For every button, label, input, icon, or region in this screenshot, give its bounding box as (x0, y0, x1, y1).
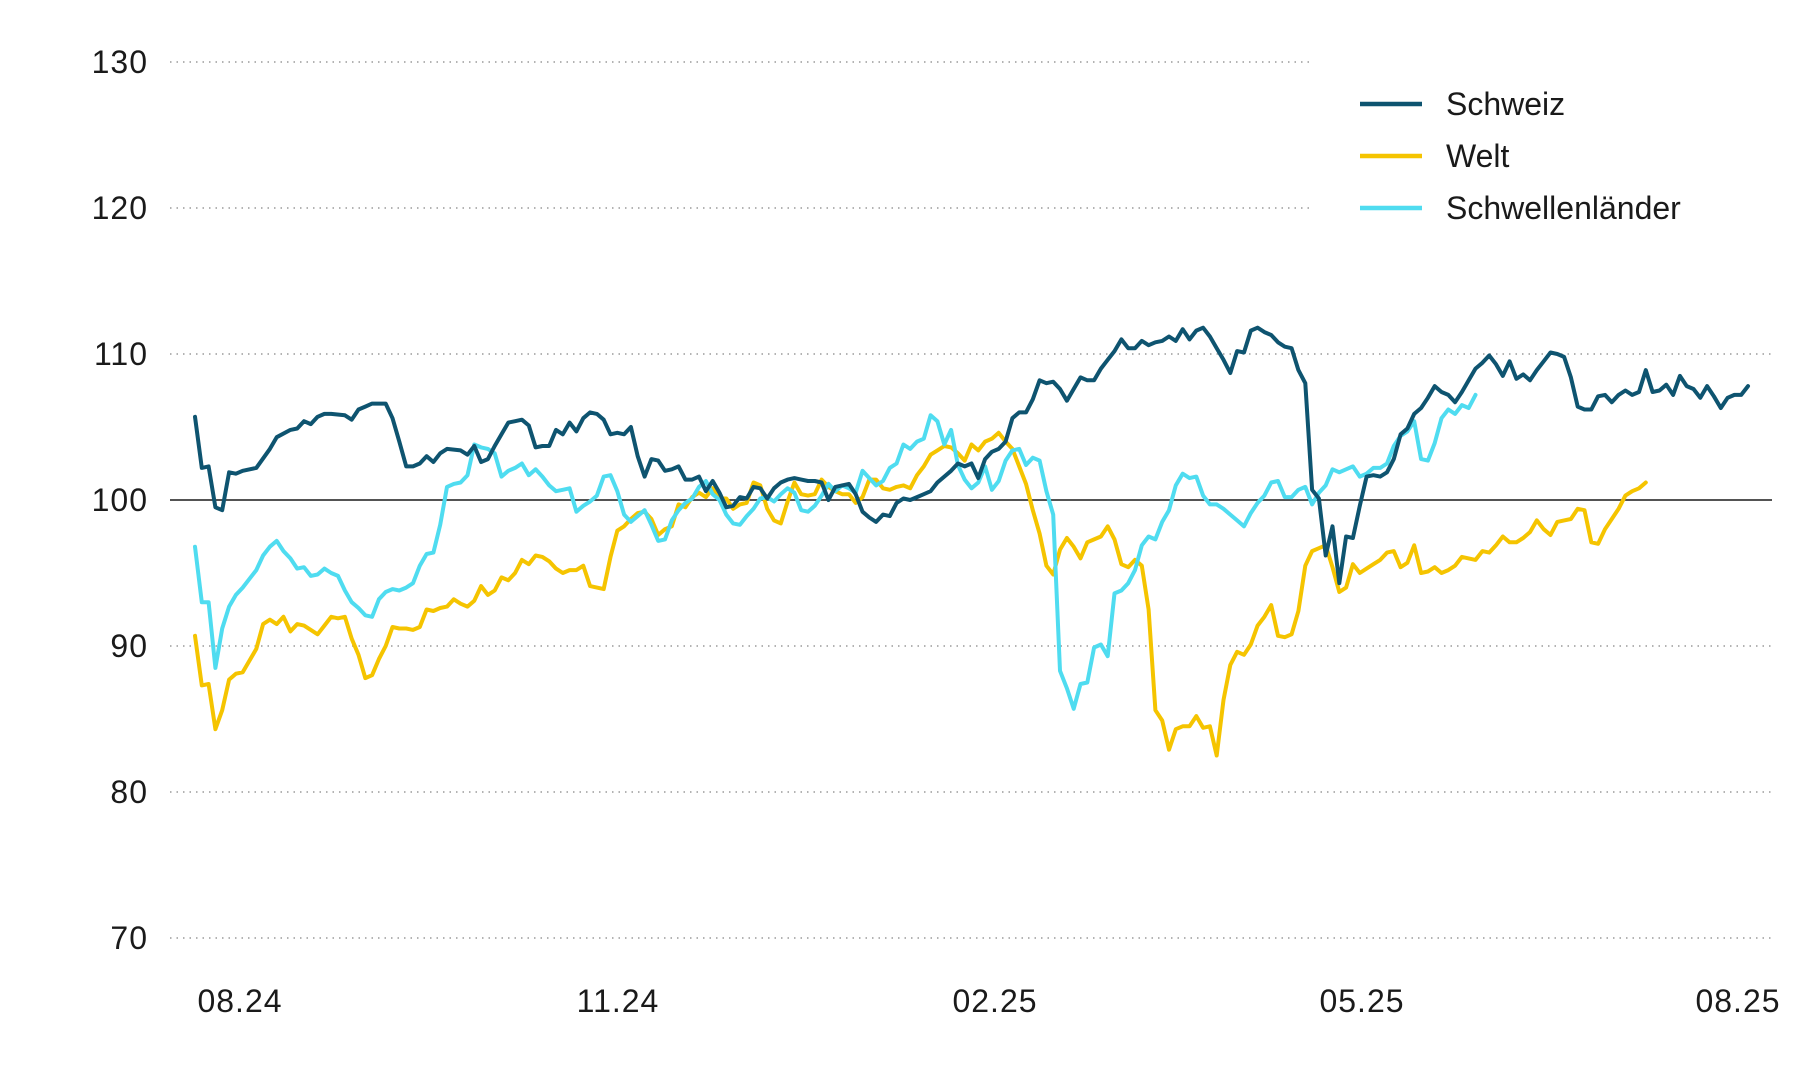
x-tick-label-11.24: 11.24 (577, 983, 660, 1019)
y-tick-label-90: 90 (110, 628, 148, 664)
x-tick-label-08.24: 08.24 (197, 983, 282, 1019)
series-line-welt (193, 430, 1648, 758)
y-tick-label-80: 80 (110, 774, 148, 810)
series-lines (193, 325, 1750, 758)
x-tick-label-08.25: 08.25 (1695, 983, 1780, 1019)
y-tick-label-110: 110 (94, 336, 148, 372)
x-tick-label-02.25: 02.25 (952, 983, 1037, 1019)
grid-lines (170, 61, 1772, 939)
series-line-schweiz (193, 325, 1750, 586)
y-axis-tick-labels: 70 80 90 100 110 120 130 (92, 44, 148, 956)
y-tick-label-100: 100 (92, 482, 148, 518)
x-axis-tick-labels: 08.24 11.24 02.25 05.25 08.25 (197, 983, 1780, 1019)
legend-label-1: Schweiz (1446, 86, 1565, 122)
x-tick-label-05.25: 05.25 (1319, 983, 1404, 1019)
y-tick-label-70: 70 (110, 920, 148, 956)
y-tick-label-130: 130 (92, 44, 148, 80)
legend: Schweiz Welt Schwellenländer (1360, 86, 1681, 226)
y-tick-label-120: 120 (92, 190, 148, 226)
series-line-schwellenlnder (193, 392, 1478, 711)
legend-label-2: Welt (1446, 138, 1510, 174)
legend-label-3: Schwellenländer (1446, 190, 1681, 226)
